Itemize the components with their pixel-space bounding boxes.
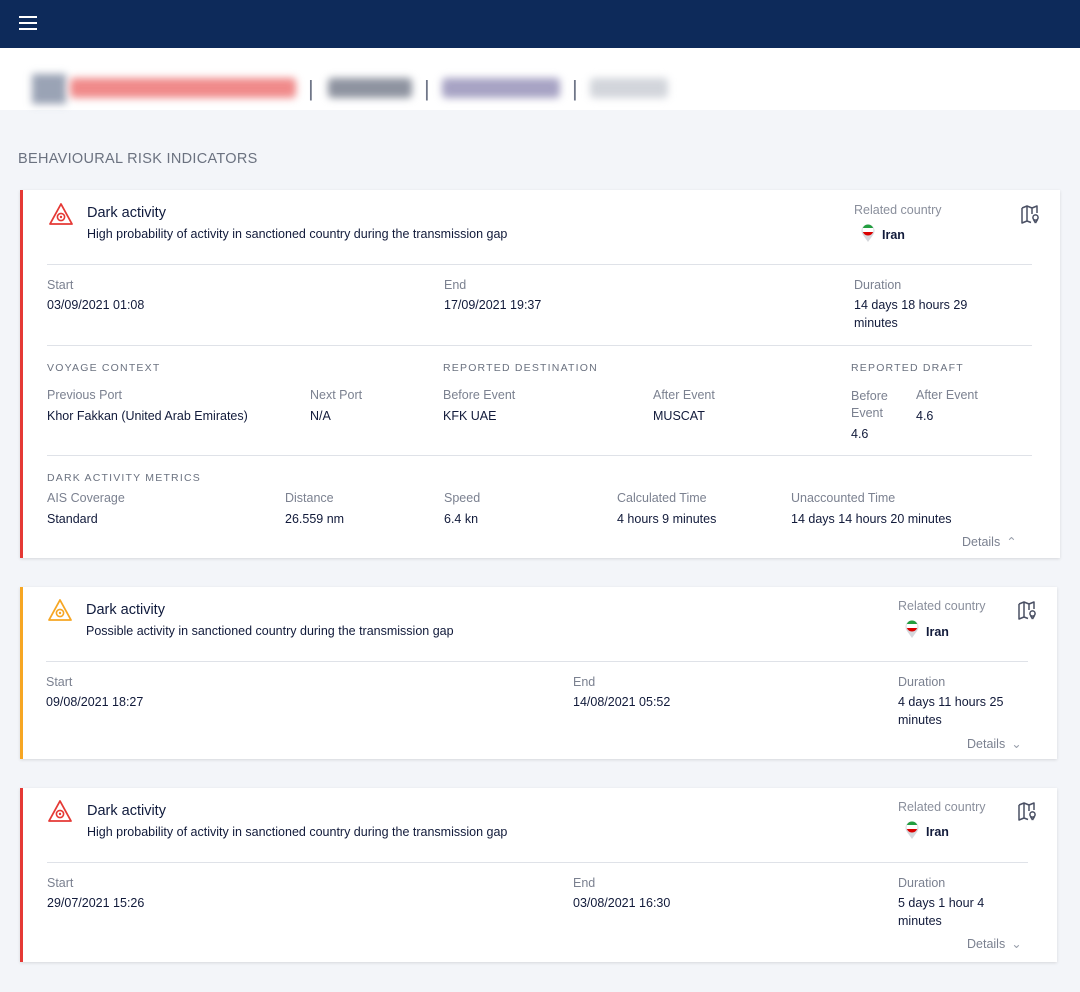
unaccounted-time-label: Unaccounted Time bbox=[791, 491, 896, 505]
vessel-flag-redacted bbox=[442, 78, 560, 98]
separator: | bbox=[572, 76, 578, 101]
vessel-name-redacted bbox=[70, 78, 296, 98]
map-icon[interactable] bbox=[1017, 600, 1037, 620]
section-title: BEHAVIOURAL RISK INDICATORS bbox=[18, 151, 258, 167]
draft-after-label: After Event bbox=[916, 388, 978, 402]
next-port-label: Next Port bbox=[310, 388, 363, 402]
warning-triangle-icon bbox=[48, 599, 72, 621]
details-toggle[interactable]: Details ⌄ bbox=[967, 936, 1022, 951]
related-country-label: Related country bbox=[898, 800, 986, 814]
vessel-type-redacted bbox=[590, 78, 668, 98]
vessel-header: | | | bbox=[0, 48, 1080, 110]
vessel-imo-redacted bbox=[328, 78, 412, 98]
top-bar bbox=[0, 0, 1080, 48]
next-port-value: N/A bbox=[310, 409, 331, 423]
details-toggle[interactable]: Details ⌃ bbox=[962, 534, 1017, 549]
duration-value: 4 days 11 hours 25 minutes bbox=[898, 695, 1004, 727]
details-label: Details bbox=[962, 535, 1001, 549]
end-label: End bbox=[444, 278, 467, 292]
start-value: 03/09/2021 01:08 bbox=[47, 298, 145, 312]
unaccounted-time-value: 14 days 14 hours 20 minutes bbox=[791, 512, 952, 526]
end-label: End bbox=[573, 876, 596, 890]
related-country-label: Related country bbox=[898, 599, 986, 613]
vessel-flag-thumbnail bbox=[32, 74, 66, 104]
reported-destination-caption: REPORTED DESTINATION bbox=[443, 362, 598, 374]
divider bbox=[47, 862, 1028, 863]
duration-label: Duration bbox=[898, 876, 946, 890]
related-country-label: Related country bbox=[854, 203, 942, 217]
details-label: Details bbox=[967, 737, 1006, 751]
map-icon[interactable] bbox=[1020, 204, 1040, 224]
warning-triangle-icon bbox=[49, 203, 73, 225]
chevron-down-icon: ⌄ bbox=[1011, 737, 1022, 751]
card-title: Dark activity bbox=[87, 205, 166, 221]
chevron-down-icon: ⌄ bbox=[1011, 937, 1022, 951]
destination-after-label: After Event bbox=[653, 388, 715, 402]
speed-value: 6.4 kn bbox=[444, 512, 479, 526]
duration-value: 14 days 18 hours 29 minutes bbox=[854, 298, 968, 330]
start-label: Start bbox=[46, 675, 73, 689]
iran-flag-pin-icon bbox=[905, 620, 919, 638]
card-description: Possible activity in sanctioned country … bbox=[86, 624, 454, 638]
speed-label: Speed bbox=[444, 491, 481, 505]
previous-port-value: Khor Fakkan (United Arab Emirates) bbox=[47, 409, 248, 423]
risk-card-1: Dark activity High probability of activi… bbox=[20, 190, 1060, 558]
start-value: 09/08/2021 18:27 bbox=[46, 695, 144, 709]
draft-before-value: 4.6 bbox=[851, 427, 869, 441]
end-value: 14/08/2021 05:52 bbox=[573, 695, 671, 709]
start-value: 29/07/2021 15:26 bbox=[47, 896, 145, 910]
card-title: Dark activity bbox=[86, 602, 165, 618]
map-icon[interactable] bbox=[1017, 801, 1037, 821]
draft-after-value: 4.6 bbox=[916, 409, 934, 423]
destination-before-label: Before Event bbox=[443, 388, 516, 402]
iran-flag-pin-icon bbox=[905, 821, 919, 839]
separator: | bbox=[308, 76, 314, 101]
related-country-value: Iran bbox=[882, 228, 905, 242]
dark-activity-metrics-caption: DARK ACTIVITY METRICS bbox=[47, 472, 201, 484]
duration-label: Duration bbox=[898, 675, 946, 689]
start-label: Start bbox=[47, 278, 74, 292]
card-title: Dark activity bbox=[87, 803, 166, 819]
card-description: High probability of activity in sanction… bbox=[87, 227, 508, 241]
voyage-context-caption: VOYAGE CONTEXT bbox=[47, 362, 161, 374]
ais-coverage-value: Standard bbox=[47, 512, 98, 526]
calculated-time-value: 4 hours 9 minutes bbox=[617, 512, 717, 526]
duration-value: 5 days 1 hour 4 minutes bbox=[898, 896, 985, 928]
risk-card-3: Dark activity High probability of activi… bbox=[20, 788, 1057, 962]
menu-icon[interactable] bbox=[19, 16, 37, 30]
card-description: High probability of activity in sanction… bbox=[87, 825, 508, 839]
draft-before-label: Before Event bbox=[851, 389, 888, 420]
end-label: End bbox=[573, 675, 596, 689]
end-value: 17/09/2021 19:37 bbox=[444, 298, 542, 312]
distance-label: Distance bbox=[285, 491, 334, 505]
related-country-value: Iran bbox=[926, 625, 949, 639]
details-label: Details bbox=[967, 937, 1006, 951]
duration-label: Duration bbox=[854, 278, 902, 292]
destination-before-value: KFK UAE bbox=[443, 409, 497, 423]
ais-coverage-label: AIS Coverage bbox=[47, 491, 125, 505]
distance-value: 26.559 nm bbox=[285, 512, 345, 526]
separator: | bbox=[424, 76, 430, 101]
details-toggle[interactable]: Details ⌄ bbox=[967, 736, 1022, 751]
end-value: 03/08/2021 16:30 bbox=[573, 896, 671, 910]
reported-draft-caption: REPORTED DRAFT bbox=[851, 362, 964, 374]
start-label: Start bbox=[47, 876, 74, 890]
warning-triangle-icon bbox=[48, 800, 72, 822]
iran-flag-pin-icon bbox=[861, 224, 875, 242]
previous-port-label: Previous Port bbox=[47, 388, 123, 402]
related-country-value: Iran bbox=[926, 825, 949, 839]
divider bbox=[47, 455, 1032, 456]
chevron-up-icon: ⌃ bbox=[1006, 535, 1017, 549]
divider bbox=[47, 345, 1032, 346]
destination-after-value: MUSCAT bbox=[653, 409, 705, 423]
divider bbox=[47, 264, 1032, 265]
divider bbox=[46, 661, 1028, 662]
risk-card-2: Dark activity Possible activity in sanct… bbox=[20, 587, 1057, 759]
calculated-time-label: Calculated Time bbox=[617, 491, 707, 505]
